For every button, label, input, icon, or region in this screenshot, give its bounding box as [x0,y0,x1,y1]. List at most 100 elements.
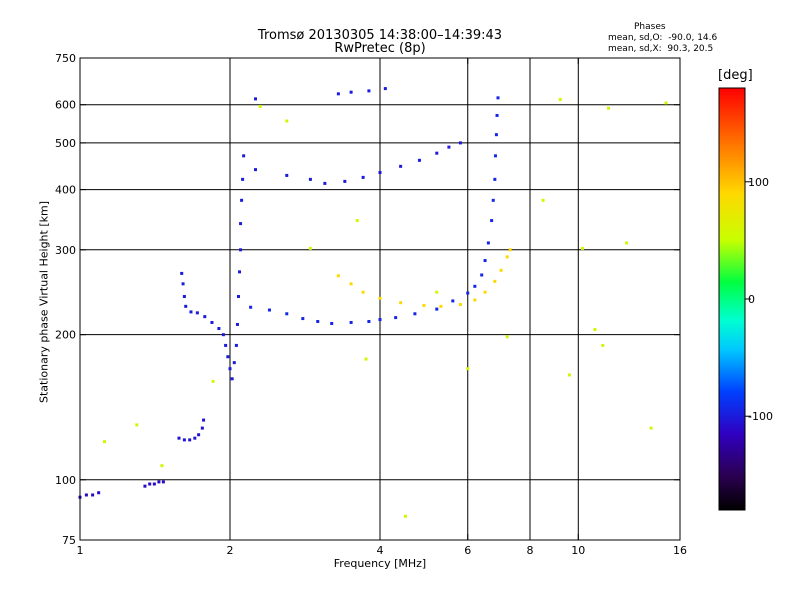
colorbar-label: [deg] [718,68,753,83]
echo-point [581,246,585,250]
echo-point [228,367,232,371]
echo-point [505,255,509,259]
echo-point [188,438,192,442]
echo-point [330,321,334,325]
echo-point [495,113,499,117]
echo-point [135,423,139,427]
echo-point [422,303,426,307]
echo-point [177,436,181,440]
x-tick-label: 2 [227,544,234,557]
echo-point [239,248,243,252]
echo-point [349,282,353,286]
echo-point [493,177,497,181]
echo-point [378,296,382,300]
echo-point [301,317,305,321]
echo-point [308,177,312,181]
echo-point [466,291,470,295]
echo-point [202,418,206,422]
echo-point [349,320,353,324]
echo-point [203,315,207,319]
echo-point [508,248,512,252]
echo-point [232,361,236,365]
echo-point [435,290,439,294]
phase-stats-o: mean, sd,O: -90.0, 14.6 [608,33,718,43]
phase-stats-title: Phases [634,22,666,32]
y-tick-label: 400 [55,184,76,197]
echo-point [664,101,668,105]
echo-point [483,290,487,294]
echo-point [355,219,359,223]
echo-point [152,482,156,486]
x-axis-label: Frequency [MHz] [333,557,427,570]
echo-point [148,482,152,486]
echo-point [323,181,327,185]
echo-point [435,307,439,311]
echo-point [466,367,470,371]
echo-point [480,273,484,277]
echo-point [486,241,490,245]
phase-stats: Phases mean, sd,O: -90.0, 14.6 mean, sd,… [596,22,796,55]
echo-point [143,484,147,488]
echo-point [103,440,107,444]
echo-point [439,304,443,308]
echo-point [499,268,503,272]
echo-point [97,491,101,495]
echo-point [242,154,246,158]
echo-point [253,168,257,172]
echo-point [451,299,455,303]
colorbar-tick-label: 100 [748,176,769,189]
echo-point [505,335,509,339]
echo-point [267,308,271,312]
echo-point [336,274,340,278]
colorbar [718,87,746,511]
echo-point [567,373,571,377]
echo-point [221,333,225,337]
echo-point [193,436,197,440]
y-tick-label: 600 [55,99,76,112]
x-tick-label: 6 [464,544,471,557]
echo-point [473,298,477,302]
echo-point [240,198,244,202]
echo-point [558,98,562,102]
chart-title: Tromsø 20130305 14:38:00–14:39:43 [257,28,503,43]
chart-subtitle: RwPretec (8p) [334,41,426,56]
echo-point [361,290,365,294]
x-tick-label: 4 [377,544,384,557]
echo-point [383,87,387,91]
echo-point [217,326,221,330]
echo-point [601,343,605,347]
echo-point [239,222,243,226]
echo-point [258,104,262,108]
y-tick-label: 75 [62,534,76,547]
echo-point [541,198,545,202]
echo-point [491,198,495,202]
echo-point [336,92,340,96]
phase-stats-x: mean, sd,X: 90.3, 20.5 [608,44,714,54]
colorbar-tick-label: -100 [748,410,773,423]
echo-point [241,177,245,181]
echo-point [625,241,629,245]
echo-point [226,355,230,359]
x-tick-label: 1 [77,544,84,557]
echo-point [308,246,312,250]
echo-point [378,171,382,175]
y-tick-label: 300 [55,244,76,257]
echo-point [182,438,186,442]
echo-point [184,304,188,308]
echo-point [285,312,289,316]
echo-point [361,175,365,179]
y-axis-label: Stationary phase Virtual Height [km] [37,200,51,404]
echo-point [458,141,462,145]
echo-point [367,320,371,324]
echo-point [413,312,417,316]
x-tick-label: 8 [527,544,534,557]
echo-point [458,303,462,307]
echo-point [211,379,215,383]
echo-point [399,164,403,168]
echo-point [403,514,407,518]
echo-point [84,493,88,497]
echo-point [447,145,451,149]
echo-point [181,282,185,286]
y-tick-label: 200 [55,329,76,342]
